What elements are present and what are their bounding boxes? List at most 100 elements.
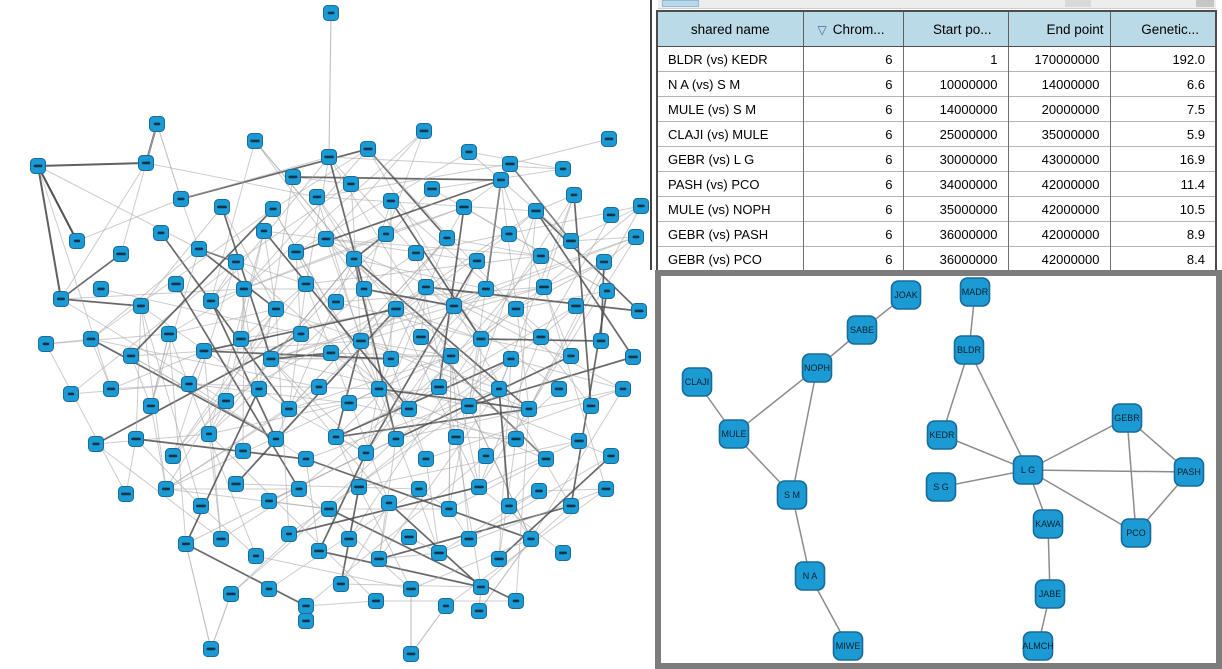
graph-node[interactable] [633, 198, 649, 214]
graph-node[interactable] [333, 576, 349, 592]
graph-node[interactable] [228, 254, 244, 270]
graph-node[interactable] [551, 381, 567, 397]
graph-node[interactable] [563, 348, 579, 364]
graph-node[interactable] [596, 254, 612, 270]
graph-node[interactable] [568, 298, 584, 314]
graph-edge[interactable] [1027, 417, 1128, 471]
table-cell[interactable]: 6 [802, 46, 903, 72]
graph-node[interactable] [181, 376, 197, 392]
graph-node[interactable] [123, 348, 139, 364]
graph-node[interactable] [571, 433, 587, 449]
graph-edge[interactable] [968, 349, 1029, 471]
graph-node[interactable] [149, 116, 165, 132]
graph-node[interactable] [381, 495, 397, 511]
table-cell[interactable]: 14000000 [1007, 71, 1110, 97]
network-canvas[interactable]: JOAK MADR SABE NOPH BLDR CLAJI MULE KEDR GEBR L G… [661, 276, 1216, 663]
graph-node-kawa[interactable]: KAWA [1032, 509, 1064, 539]
graph-node-sm[interactable]: S M [776, 480, 808, 510]
graph-node[interactable] [203, 293, 219, 309]
graph-node-mule[interactable]: MULE [718, 419, 750, 449]
graph-node[interactable] [503, 351, 519, 367]
graph-node[interactable] [285, 169, 301, 185]
graph-node[interactable] [158, 481, 174, 497]
graph-node[interactable] [388, 431, 404, 447]
table-cell[interactable]: 35000000 [1007, 121, 1110, 147]
table-row[interactable]: MULE (vs) NOPH 6 35000000 42000000 10.5 [657, 196, 1216, 222]
graph-node[interactable] [268, 301, 284, 317]
graph-node[interactable] [615, 381, 631, 397]
graph-node[interactable] [471, 603, 487, 619]
graph-edge[interactable] [1126, 417, 1137, 534]
graph-node[interactable] [501, 226, 517, 242]
graph-node[interactable] [143, 398, 159, 414]
graph-node[interactable] [201, 426, 217, 442]
graph-node[interactable] [473, 579, 489, 595]
table-cell[interactable]: 8.9 [1109, 221, 1216, 247]
graph-node[interactable] [593, 333, 609, 349]
graph-node[interactable] [533, 329, 549, 345]
graph-node[interactable] [178, 536, 194, 552]
table-row[interactable]: CLAJI (vs) MULE 6 25000000 35000000 5.9 [657, 121, 1216, 147]
table-cell[interactable]: CLAJI (vs) MULE [657, 121, 803, 147]
table-cell[interactable]: GEBR (vs) PASH [657, 221, 803, 247]
horizontal-scrollbar[interactable] [658, 0, 1216, 9]
table-cell[interactable]: 6 [802, 96, 903, 122]
scrollbar-button[interactable] [1196, 0, 1214, 7]
graph-node[interactable] [251, 381, 267, 397]
graph-node-pash[interactable]: PASH [1173, 457, 1205, 487]
graph-edge[interactable] [791, 367, 818, 496]
graph-node[interactable] [261, 493, 277, 509]
graph-node[interactable] [599, 283, 615, 299]
table-cell[interactable]: 7.5 [1109, 96, 1216, 122]
column-header-end-point[interactable]: End point [1007, 11, 1110, 47]
table-cell[interactable]: PASH (vs) PCO [657, 171, 803, 197]
graph-node[interactable] [191, 241, 207, 257]
table-cell[interactable]: 8.4 [1109, 246, 1216, 272]
graph-node[interactable] [583, 398, 599, 414]
graph-node[interactable] [478, 281, 494, 297]
graph-node[interactable] [471, 479, 487, 495]
graph-node[interactable] [53, 291, 69, 307]
graph-node[interactable] [318, 231, 334, 247]
graph-node[interactable] [461, 531, 477, 547]
column-header-shared-name[interactable]: shared name [657, 11, 803, 47]
graph-node[interactable] [411, 481, 427, 497]
graph-node[interactable] [328, 294, 344, 310]
table-cell[interactable]: 6 [802, 121, 903, 147]
graph-node[interactable] [401, 529, 417, 545]
graph-node[interactable] [323, 5, 339, 21]
graph-node-claji[interactable]: CLAJI [681, 367, 713, 397]
graph-node[interactable] [431, 545, 447, 561]
graph-node[interactable] [378, 226, 394, 242]
graph-node[interactable] [448, 429, 464, 445]
table-row[interactable]: BLDR (vs) KEDR 6 1 170000000 192.0 [657, 46, 1216, 72]
graph-node[interactable] [555, 161, 571, 177]
graph-node[interactable] [168, 276, 184, 292]
graph-node[interactable] [431, 379, 447, 395]
table-cell[interactable]: 1 [902, 46, 1008, 72]
table-cell[interactable]: GEBR (vs) L G [657, 146, 803, 172]
graph-node[interactable] [281, 526, 297, 542]
table-row[interactable]: GEBR (vs) L G 6 30000000 43000000 16.9 [657, 146, 1216, 172]
graph-node[interactable] [523, 531, 539, 547]
graph-node[interactable] [248, 548, 264, 564]
column-header-chromosome[interactable]: ▽ Chrom... [802, 11, 903, 47]
graph-node[interactable] [563, 498, 579, 514]
graph-node-sg[interactable]: S G [925, 472, 957, 502]
table-cell[interactable]: 6 [802, 246, 903, 272]
graph-node[interactable] [438, 598, 454, 614]
graph-node[interactable] [153, 225, 169, 241]
graph-node[interactable] [323, 345, 339, 361]
table-row[interactable]: N A (vs) S M 6 10000000 14000000 6.6 [657, 71, 1216, 97]
graph-node[interactable] [88, 436, 104, 452]
table-cell[interactable]: 6 [802, 171, 903, 197]
table-cell[interactable]: GEBR (vs) PCO [657, 246, 803, 272]
graph-node[interactable] [371, 551, 387, 567]
graph-node-bldr[interactable]: BLDR [953, 335, 985, 365]
graph-node[interactable] [233, 331, 249, 347]
graph-node[interactable] [603, 207, 619, 223]
table-cell[interactable]: 20000000 [1007, 96, 1110, 122]
table-cell[interactable]: 14000000 [902, 96, 1008, 122]
table-cell[interactable]: MULE (vs) S M [657, 96, 803, 122]
graph-node[interactable] [456, 199, 472, 215]
